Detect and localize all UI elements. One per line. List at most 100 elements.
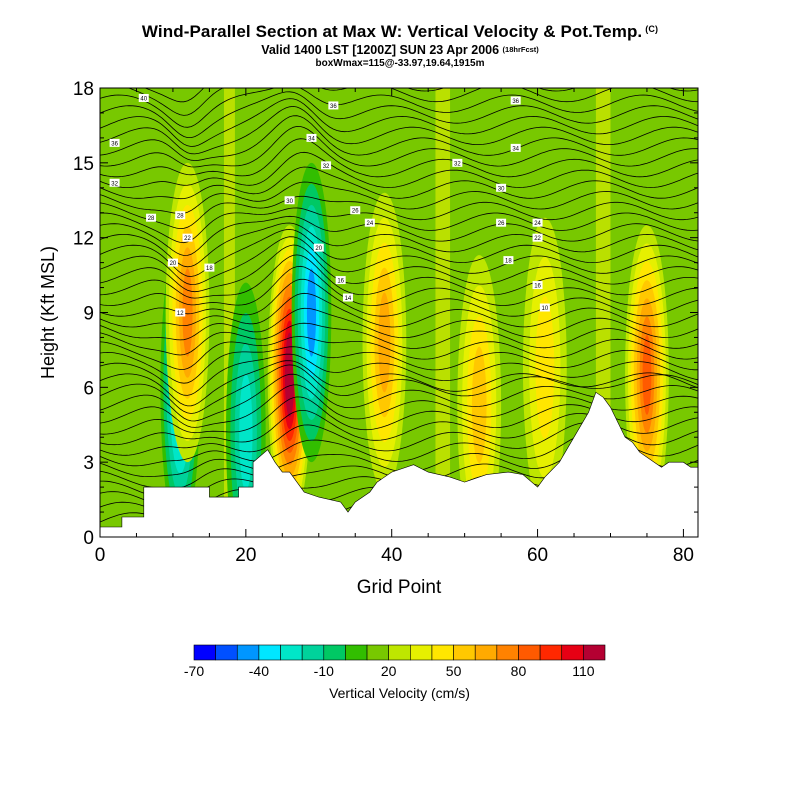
theta-label-bg bbox=[175, 211, 186, 220]
theta-label-text: 26 bbox=[352, 209, 359, 215]
theta-isoline bbox=[100, 254, 698, 299]
theta-isoline bbox=[100, 244, 698, 293]
theta-label-bg bbox=[109, 178, 120, 187]
theta-label-bg bbox=[342, 293, 353, 302]
forecast-hour: (18hrFcst) bbox=[502, 45, 539, 54]
theta-label-bg bbox=[306, 133, 317, 142]
theta-label: 36 bbox=[510, 96, 521, 105]
theta-isoline bbox=[100, 138, 698, 178]
colorbar-label: Vertical Velocity (cm/s) bbox=[329, 685, 470, 701]
theta-label-text: 34 bbox=[512, 146, 519, 152]
theta-label: 16 bbox=[335, 276, 346, 285]
theta-label: 10 bbox=[539, 303, 550, 312]
colorbar-tick-label: 20 bbox=[381, 663, 397, 679]
theta-label-text: 26 bbox=[498, 221, 505, 227]
theta-label: 32 bbox=[452, 158, 463, 167]
theta-label-bg bbox=[503, 256, 514, 265]
velocity-band bbox=[347, 88, 363, 537]
theta-isoline bbox=[100, 151, 698, 188]
y-tick-label: 6 bbox=[83, 378, 94, 399]
theta-isoline bbox=[100, 222, 698, 268]
theta-label: 20 bbox=[313, 243, 324, 252]
theta-label: 30 bbox=[496, 183, 507, 192]
colorbar-swatch bbox=[280, 644, 303, 661]
theta-label-bg bbox=[167, 258, 178, 267]
title-block: Wind-Parallel Section at Max W: Vertical… bbox=[0, 22, 800, 69]
theta-label-bg bbox=[350, 206, 361, 215]
theta-isoline bbox=[100, 195, 698, 230]
velocity-band bbox=[435, 88, 451, 537]
theta-isoline bbox=[100, 207, 698, 244]
x-tick-label: 20 bbox=[235, 545, 256, 566]
x-tick-label: 60 bbox=[527, 545, 548, 566]
colorbar-swatch bbox=[453, 644, 476, 661]
y-tick-label: 12 bbox=[73, 229, 94, 250]
theta-label-bg bbox=[452, 158, 463, 167]
theta-label: 30 bbox=[284, 196, 295, 205]
theta-isoline bbox=[100, 265, 698, 306]
theta-label: 24 bbox=[364, 218, 375, 227]
theta-label: 34 bbox=[510, 143, 521, 152]
theta-isoline bbox=[100, 307, 698, 341]
colorbar-tick-label: -40 bbox=[249, 663, 269, 679]
theta-isoline bbox=[100, 229, 698, 277]
colorbar-swatch bbox=[345, 644, 368, 661]
theta-isoline bbox=[100, 364, 698, 414]
theta-label: 34 bbox=[306, 133, 317, 142]
theta-label-text: 12 bbox=[177, 311, 184, 317]
theta-label-bg bbox=[321, 161, 332, 170]
theta-label-text: 34 bbox=[308, 136, 315, 142]
theta-isoline bbox=[100, 88, 698, 128]
y-axis-label: Height (Kft MSL) bbox=[38, 246, 58, 379]
theta-label: 18 bbox=[204, 263, 215, 272]
theta-label-text: 14 bbox=[345, 296, 352, 302]
theta-label-bg bbox=[335, 276, 346, 285]
colorbar-tick-label: 50 bbox=[446, 663, 462, 679]
theta-isoline bbox=[127, 88, 698, 116]
theta-label-bg bbox=[496, 183, 507, 192]
theta-label-bg bbox=[313, 243, 324, 252]
theta-label-text: 30 bbox=[498, 186, 505, 192]
chart-title: Wind-Parallel Section at Max W: Vertical… bbox=[0, 22, 800, 42]
theta-label-text: 32 bbox=[323, 164, 330, 170]
velocity-contour bbox=[306, 268, 317, 357]
theta-label-text: 22 bbox=[184, 236, 191, 242]
theta-isoline bbox=[100, 292, 698, 328]
copyright-mark: (C) bbox=[645, 24, 659, 34]
theta-label-text: 18 bbox=[206, 266, 213, 272]
theta-label: 22 bbox=[182, 233, 193, 242]
theta-label-bg bbox=[532, 233, 543, 242]
theta-label-bg bbox=[204, 263, 215, 272]
velocity-contour bbox=[286, 344, 293, 406]
theta-label-bg bbox=[532, 218, 543, 227]
theta-label-text: 36 bbox=[330, 104, 337, 110]
velocity-contour bbox=[471, 346, 487, 463]
theta-isoline bbox=[100, 278, 698, 317]
theta-isoline bbox=[100, 346, 698, 384]
theta-isoline bbox=[100, 215, 698, 256]
box-info: boxWmax=115@-33.97,19.64,1915m bbox=[315, 58, 485, 69]
theta-label-bg bbox=[510, 96, 521, 105]
y-tick-label: 9 bbox=[83, 304, 94, 325]
colorbar-swatch bbox=[215, 644, 238, 661]
colorbar-swatch bbox=[474, 644, 498, 661]
theta-label-text: 32 bbox=[454, 161, 461, 167]
theta-label-bg bbox=[496, 218, 507, 227]
velocity-contour bbox=[182, 268, 193, 357]
theta-label: 26 bbox=[350, 206, 361, 215]
theta-label-bg bbox=[510, 143, 521, 152]
theta-label-text: 20 bbox=[315, 246, 322, 252]
theta-label: 24 bbox=[532, 218, 543, 227]
theta-label-text: 36 bbox=[111, 141, 118, 147]
theta-isoline bbox=[100, 166, 698, 200]
theta-label-text: 24 bbox=[534, 221, 541, 227]
theta-label-text: 18 bbox=[505, 259, 512, 265]
theta-label-text: 28 bbox=[148, 216, 155, 222]
theta-label: 36 bbox=[109, 138, 120, 147]
y-tick-label: 15 bbox=[73, 154, 94, 175]
velocity-cell bbox=[362, 192, 407, 493]
theta-label: 14 bbox=[342, 293, 353, 302]
velocity-cell bbox=[165, 162, 210, 463]
theta-isoline bbox=[100, 125, 698, 168]
